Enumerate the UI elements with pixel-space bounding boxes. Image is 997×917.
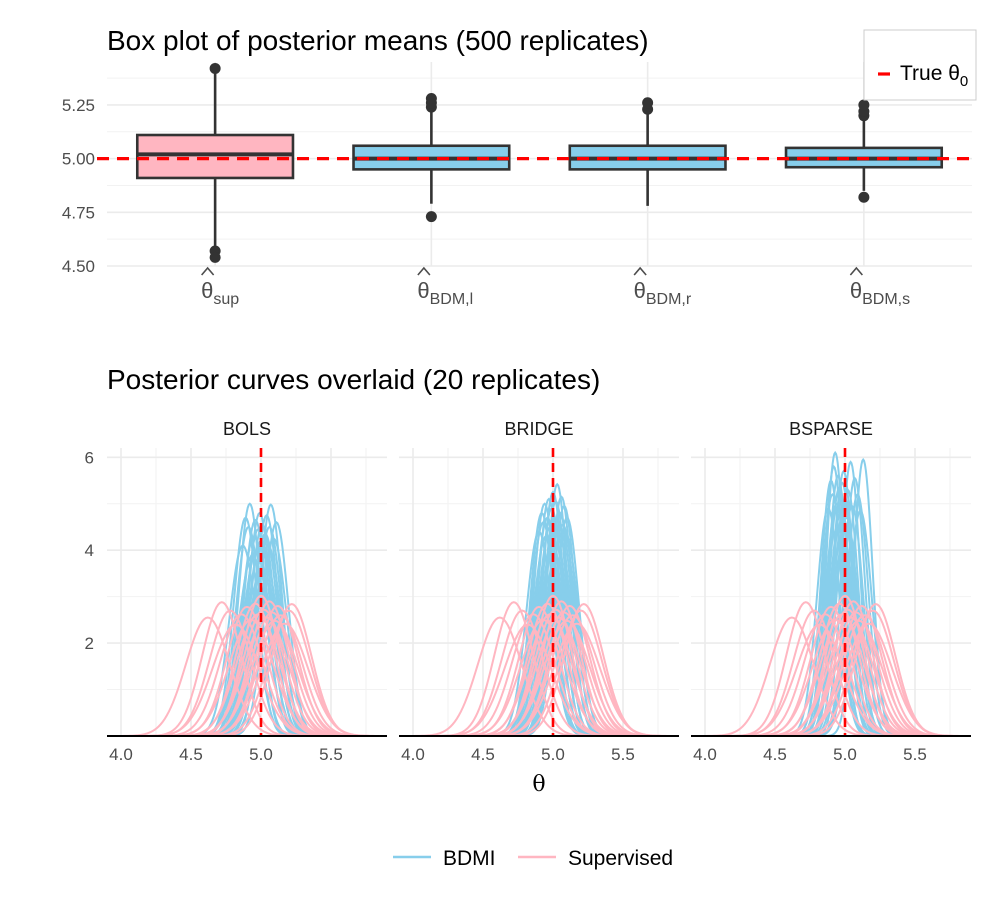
posterior-curves-title: Posterior curves overlaid (20 replicates…: [107, 364, 600, 395]
box-sup: [135, 62, 295, 263]
outlier-point: [858, 99, 870, 111]
hat-accent: [633, 266, 647, 276]
supervised-curve: [793, 603, 959, 737]
x-tick-label: 5.0: [833, 745, 857, 764]
x-tick-label: 4.0: [693, 745, 717, 764]
box-plot-chart: Box plot of posterior means (500 replica…: [62, 25, 977, 308]
supervised-curve: [140, 601, 304, 737]
true-theta-legend: True θ0: [863, 29, 977, 101]
x-tick-label: θBDM,s: [849, 266, 910, 308]
x-tick-label: 4.0: [401, 745, 425, 764]
legend-label-true-theta: True θ0: [900, 62, 968, 90]
legend-label-prefix: True: [900, 62, 948, 85]
supervised-curves: [115, 594, 382, 737]
x-tick-label: 5.5: [611, 745, 635, 764]
legend-item-bdmi: BDMI: [393, 847, 496, 870]
facet-title: BOLS: [223, 419, 271, 439]
supervised-curve: [115, 616, 300, 737]
x-axis-label: θ: [532, 772, 545, 797]
y-tick-label: 4.75: [62, 203, 95, 222]
x-tick-label: 5.5: [903, 745, 927, 764]
x-tick-symbol: θBDM,l: [417, 278, 473, 308]
supervised-curve: [724, 601, 888, 737]
x-tick-label: 5.5: [319, 745, 343, 764]
box-plot-y-ticks: 4.50 4.75 5.00 5.25: [62, 96, 95, 276]
x-tick-symbol: θsup: [201, 278, 239, 308]
box-bdm-s: [784, 99, 944, 203]
x-tick-label: θBDM,l: [417, 266, 473, 308]
series-legend: BDMI Supervised: [393, 847, 673, 870]
x-tick-label: 4.0: [109, 745, 133, 764]
y-tick-label: 4: [85, 541, 94, 560]
facet-title: BSPARSE: [789, 419, 873, 439]
y-tick-label: 6: [85, 448, 94, 467]
box-plot-boxes: [135, 62, 944, 263]
x-tick-label: 5.0: [541, 745, 565, 764]
supervised-curve: [501, 603, 667, 737]
x-tick-label: 4.5: [471, 745, 495, 764]
outlier-point: [425, 93, 437, 105]
supervised-curve: [209, 603, 375, 737]
x-tick-label: θsup: [201, 266, 239, 308]
y-tick-label: 5.25: [62, 96, 95, 115]
x-tick-label: θBDM,r: [633, 266, 692, 308]
facet-panel-bsparse: BSPARSE 4.0 4.5 5.0 5.5: [691, 419, 971, 764]
outlier-point: [209, 62, 221, 74]
y-tick-label: 5.00: [62, 150, 95, 169]
facet-panel-bols: BOLS 4.0 4.5 5.0 5.5 2 4 6: [85, 419, 387, 764]
legend-label: BDMI: [443, 847, 496, 870]
facet-panel-bridge: BRIDGE 4.0 4.5 5.0 5.5: [399, 419, 679, 764]
box-plot-title: Box plot of posterior means (500 replica…: [107, 25, 649, 56]
supervised-curves: [699, 594, 966, 737]
hat-accent: [417, 266, 431, 276]
outlier-point: [858, 191, 870, 203]
bdmi-curve: [802, 469, 885, 737]
x-tick-label: 4.5: [179, 745, 203, 764]
supervised-curves: [407, 594, 674, 737]
y-tick-label: 4.50: [62, 257, 95, 276]
outlier-point: [209, 251, 221, 263]
legend-box: [863, 29, 977, 101]
y-tick-label: 2: [85, 634, 94, 653]
box-body: [135, 133, 295, 180]
hat-accent: [201, 266, 215, 276]
supervised-curve: [432, 601, 596, 737]
legend-label-subscript: 0: [960, 73, 968, 90]
outlier-point: [425, 211, 437, 223]
x-tick-label: 5.0: [249, 745, 273, 764]
x-tick-symbol: θBDM,s: [850, 278, 910, 308]
supervised-curve: [699, 616, 884, 737]
hat-accent: [849, 266, 863, 276]
outlier-point: [642, 97, 654, 109]
x-tick-symbol: θBDM,r: [634, 278, 692, 308]
posterior-curves-chart: Posterior curves overlaid (20 replicates…: [85, 364, 971, 870]
box-bdm-r: [568, 97, 727, 206]
legend-label-symbol: θ: [948, 62, 960, 85]
legend-item-supervised: Supervised: [518, 847, 673, 870]
supervised-curve: [407, 616, 592, 737]
x-tick-label: 4.5: [763, 745, 787, 764]
facet-title: BRIDGE: [504, 419, 573, 439]
box-plot-x-labels: θsup θBDM,l θBDM,r θBDM,s: [201, 266, 910, 308]
legend-label: Supervised: [568, 847, 673, 870]
